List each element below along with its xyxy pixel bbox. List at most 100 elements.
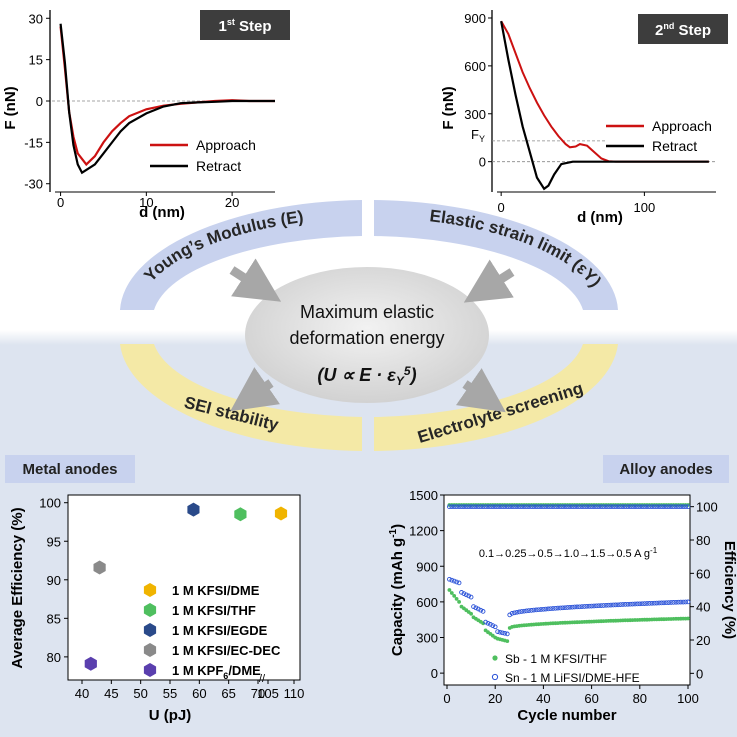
chart4-efficiency-point: [466, 504, 472, 510]
chart4-capacity-point: [505, 639, 510, 643]
chart4-capacity-point: [529, 608, 534, 613]
step2-title: 2nd Step: [638, 14, 728, 44]
chart3-legend-label: 1 M KFSI/THF: [172, 603, 256, 618]
chart3-legend-label: 1 M KFSI/EC-DEC: [172, 643, 281, 658]
chart4-efficiency-point: [557, 504, 563, 510]
chart4-efficiency-point: [678, 504, 684, 510]
chart4-capacity-point: [589, 603, 594, 609]
chart4-capacity-point: [596, 603, 602, 609]
chart2-legend-retract: Retract: [652, 138, 697, 154]
chart4-capacity-point: [538, 607, 544, 612]
chart4-legend-sb: Sb - 1 M KFSI/THF: [505, 652, 607, 666]
chart4-efficiency-point: [497, 504, 503, 510]
chart4-efficiency-point: [521, 504, 527, 510]
chart4-capacity-point: [526, 608, 532, 613]
chart4-capacity-point: [449, 591, 454, 595]
chart2-xlabel: d (nm): [577, 209, 623, 226]
step1-title-box: [200, 10, 290, 40]
chart4-capacity-point: [656, 600, 662, 606]
chart4-efficiency-point: [490, 504, 496, 510]
chart4-capacity-point: [473, 605, 479, 611]
chart2-series-retract: [500, 20, 709, 191]
chart4-capacity-point: [601, 603, 606, 608]
chart4-efficiency-point: [485, 504, 491, 510]
chart3-xtick-label: 65: [221, 686, 235, 701]
chart4-capacity-point: [659, 600, 664, 606]
chart4-efficiency-point: [598, 504, 604, 510]
chart4-efficiency-point: [676, 504, 681, 510]
chart4-capacity-point: [582, 604, 587, 609]
chart4-legend-sn: Sn - 1 M LiFSI/DME-HFE: [505, 671, 640, 685]
chart4-efficiency-point: [601, 504, 606, 510]
chart4-capacity-point: [454, 579, 459, 585]
chart4-capacity-point: [632, 601, 638, 607]
chart4-efficiency-point: [584, 504, 590, 510]
chart4-xtick-label: 60: [584, 691, 598, 706]
chart4-capacity-point: [676, 599, 681, 605]
chart3-ytick-label: 80: [47, 650, 61, 665]
chart4-efficiency-point: [685, 504, 691, 510]
chart4-efficiency-point: [622, 504, 628, 510]
chart3-legend-label: 1 M KFSI/DME: [172, 583, 260, 598]
chart3-ylabel: Average Efficiency (%): [9, 507, 26, 668]
chart4-capacity-point: [647, 601, 652, 606]
chart4-efficiency-point: [577, 504, 582, 510]
chart4-efficiency-point: [529, 504, 534, 510]
ring-quarter-electrolyte: [374, 344, 618, 451]
chart4-efficiency-point: [668, 504, 674, 510]
chart4-capacity-point: [457, 600, 461, 604]
chart4-efficiency-point: [661, 504, 667, 510]
arrow-center-to-electrolyte: [455, 368, 506, 413]
chart4-capacity-point: [485, 620, 491, 626]
chart3-xtick-label: 110: [284, 686, 305, 701]
chart4-capacity-point: [673, 599, 679, 605]
chart4-efficiency-point: [475, 504, 481, 510]
chart4-efficiency-point: [531, 504, 537, 510]
chart4-efficiency-point: [680, 504, 686, 510]
chart3-xlabel: U (pJ): [149, 707, 192, 724]
chart4-efficiency-point: [569, 504, 575, 510]
chart4-efficiency-point: [632, 504, 638, 510]
chart4-capacity-point: [545, 606, 551, 612]
chart4-capacity-point: [531, 607, 537, 613]
chart4-xtick-label: 100: [677, 691, 699, 706]
chart4-capacity-point: [584, 603, 590, 609]
chart4-efficiency-point: [500, 504, 505, 510]
chart4-efficiency-point: [596, 504, 602, 510]
chart3-point: [187, 502, 200, 517]
chart1-xtick-label: 10: [139, 195, 153, 210]
chart3-point: [84, 656, 97, 671]
arrow-strain-to-center: [463, 259, 515, 303]
chart4-efficiency-point: [519, 504, 525, 510]
chart4-efficiency-point: [656, 504, 662, 510]
chart3-legend-marker: [143, 663, 157, 677]
metal-anodes-title: Metal anodes: [22, 461, 117, 478]
chart4-efficiency-point: [454, 504, 459, 510]
chart4-capacity-point: [492, 624, 498, 630]
chart4-efficiency-point: [666, 504, 672, 510]
chart4-efficiency-point: [608, 504, 614, 510]
chart4-efficiency-point: [550, 504, 556, 510]
chart4-efficiency-point: [545, 504, 551, 510]
chart4-efficiency-point: [543, 504, 549, 510]
chart3-plot-area: [67, 494, 301, 681]
chart4-legend-sn-marker: [491, 673, 499, 681]
chart4-efficiency-point: [463, 504, 469, 510]
chart4-capacity-point: [553, 605, 558, 611]
chart4-capacity-point: [567, 604, 573, 610]
center-line1: Maximum elastic: [300, 302, 434, 322]
chart4-efficiency-point: [673, 504, 679, 510]
chart4-efficiency-point: [603, 504, 609, 510]
chart1-ylabel: F (nN): [2, 86, 19, 129]
chart1-legend-retract: Retract: [196, 158, 241, 174]
chart4-efficiency-point: [635, 504, 640, 510]
chart4-efficiency-point: [538, 504, 544, 510]
chart4-xtick-label: 80: [633, 691, 647, 706]
chart4-capacity-point: [591, 603, 597, 609]
step1-title: 1st Step: [200, 10, 290, 40]
chart4-capacity-point: [663, 600, 669, 606]
chart4-capacity-point: [475, 606, 481, 612]
chart4-capacity-point: [459, 590, 464, 595]
